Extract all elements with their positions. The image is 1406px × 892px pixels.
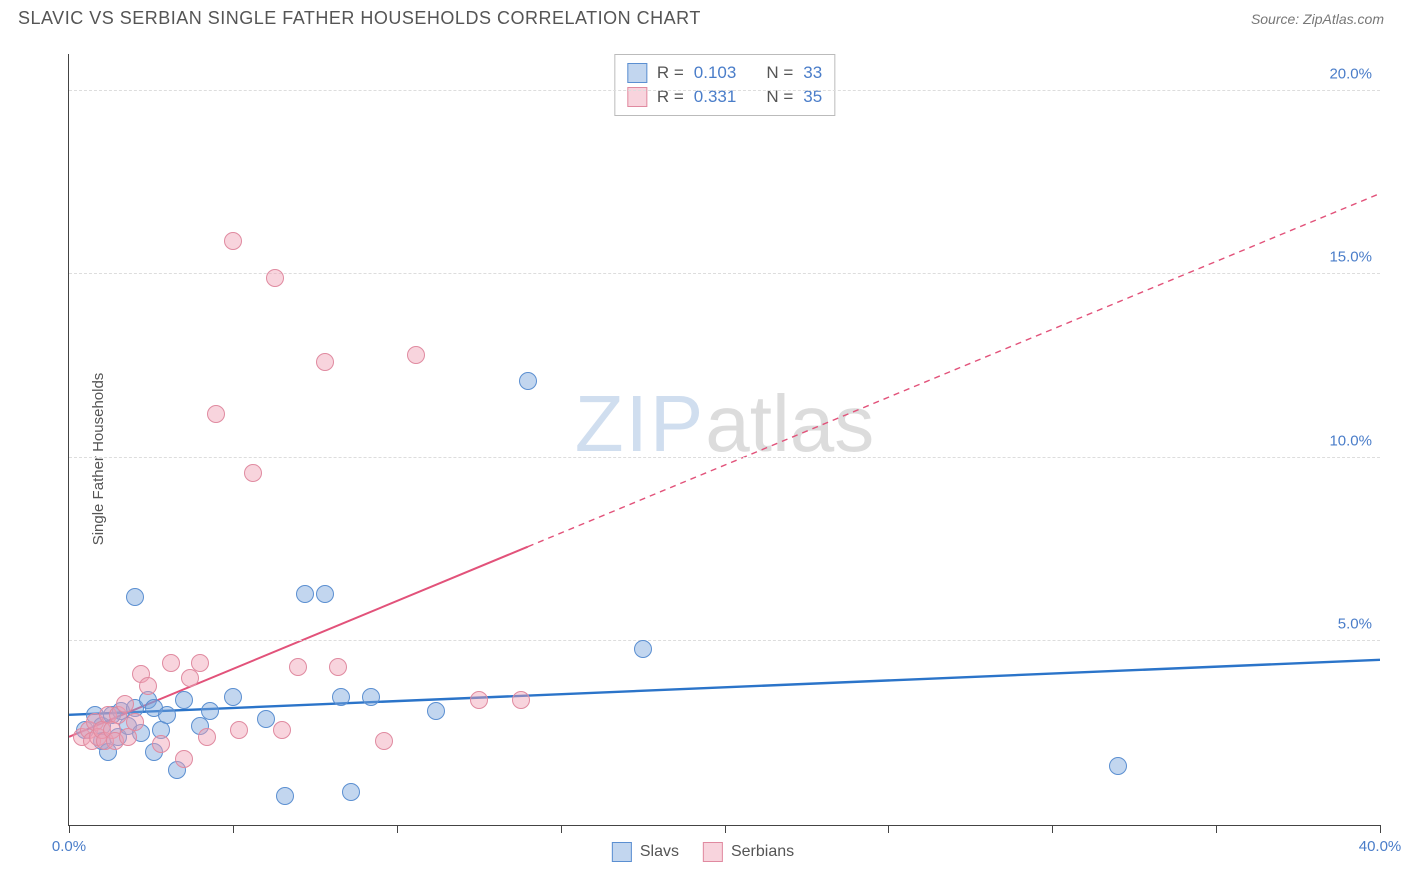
- scatter-point: [230, 721, 248, 739]
- scatter-point: [139, 677, 157, 695]
- scatter-point: [512, 691, 530, 709]
- scatter-point: [407, 346, 425, 364]
- scatter-point: [375, 732, 393, 750]
- scatter-point: [257, 710, 275, 728]
- y-tick-label: 5.0%: [1338, 616, 1372, 633]
- stat-row: R =0.331N =35: [627, 85, 822, 109]
- scatter-point: [519, 372, 537, 390]
- legend-label: Slavs: [640, 843, 679, 861]
- scatter-point: [289, 658, 307, 676]
- series-swatch: [612, 842, 632, 862]
- correlation-stats-box: R = 0.103 N = 33R =0.331N =35: [614, 54, 835, 116]
- legend-item: Serbians: [703, 842, 794, 862]
- legend-item: Slavs: [612, 842, 679, 862]
- chart-container: Single Father Households ZIPatlas R =0.1…: [18, 44, 1388, 874]
- chart-source: Source: ZipAtlas.com: [1251, 11, 1384, 27]
- n-value: 33: [803, 63, 822, 83]
- gridline: [69, 90, 1380, 91]
- x-tick-label: 0.0%: [52, 838, 86, 855]
- scatter-point: [276, 787, 294, 805]
- y-tick-label: 20.0%: [1329, 65, 1372, 82]
- scatter-point: [342, 783, 360, 801]
- series-swatch: [627, 63, 647, 83]
- scatter-point: [316, 585, 334, 603]
- n-label: N =: [766, 63, 793, 83]
- scatter-point: [296, 585, 314, 603]
- y-tick-label: 10.0%: [1329, 432, 1372, 449]
- scatter-point: [362, 688, 380, 706]
- x-tick: [725, 825, 726, 833]
- x-tick: [233, 825, 234, 833]
- scatter-point: [273, 721, 291, 739]
- scatter-point: [1109, 757, 1127, 775]
- scatter-point: [162, 654, 180, 672]
- scatter-point: [332, 688, 350, 706]
- chart-header: SLAVIC VS SERBIAN SINGLE FATHER HOUSEHOL…: [0, 0, 1406, 37]
- series-legend: Slavs Serbians: [612, 842, 794, 862]
- scatter-point: [191, 654, 209, 672]
- series-swatch: [703, 842, 723, 862]
- x-tick: [561, 825, 562, 833]
- scatter-point: [427, 702, 445, 720]
- gridline: [69, 273, 1380, 274]
- scatter-point: [175, 691, 193, 709]
- scatter-point: [126, 588, 144, 606]
- gridline: [69, 640, 1380, 641]
- x-tick: [1380, 825, 1381, 833]
- scatter-point: [126, 713, 144, 731]
- scatter-point: [224, 232, 242, 250]
- scatter-point: [201, 702, 219, 720]
- scatter-point: [158, 706, 176, 724]
- chart-title: SLAVIC VS SERBIAN SINGLE FATHER HOUSEHOL…: [18, 8, 701, 29]
- scatter-point: [116, 695, 134, 713]
- x-tick: [888, 825, 889, 833]
- x-tick: [397, 825, 398, 833]
- legend-label: Serbians: [731, 843, 794, 861]
- x-tick: [1052, 825, 1053, 833]
- scatter-point: [470, 691, 488, 709]
- scatter-plot: ZIPatlas R = 0.103 N = 33R =0.331N =35 5.0%…: [68, 54, 1380, 826]
- watermark-part1: ZIP: [575, 379, 705, 468]
- scatter-point: [329, 658, 347, 676]
- r-value: 0.103: [694, 63, 737, 83]
- stat-row: R = 0.103 N = 33: [627, 61, 822, 85]
- scatter-point: [207, 405, 225, 423]
- x-tick-label: 40.0%: [1359, 838, 1402, 855]
- x-tick: [69, 825, 70, 833]
- scatter-point: [198, 728, 216, 746]
- x-tick: [1216, 825, 1217, 833]
- scatter-point: [244, 464, 262, 482]
- y-tick-label: 15.0%: [1329, 249, 1372, 266]
- scatter-point: [634, 640, 652, 658]
- scatter-point: [175, 750, 193, 768]
- gridline: [69, 457, 1380, 458]
- r-label: R =: [657, 63, 684, 83]
- scatter-point: [316, 353, 334, 371]
- watermark-part2: atlas: [705, 379, 874, 468]
- scatter-point: [266, 269, 284, 287]
- scatter-point: [224, 688, 242, 706]
- scatter-point: [152, 735, 170, 753]
